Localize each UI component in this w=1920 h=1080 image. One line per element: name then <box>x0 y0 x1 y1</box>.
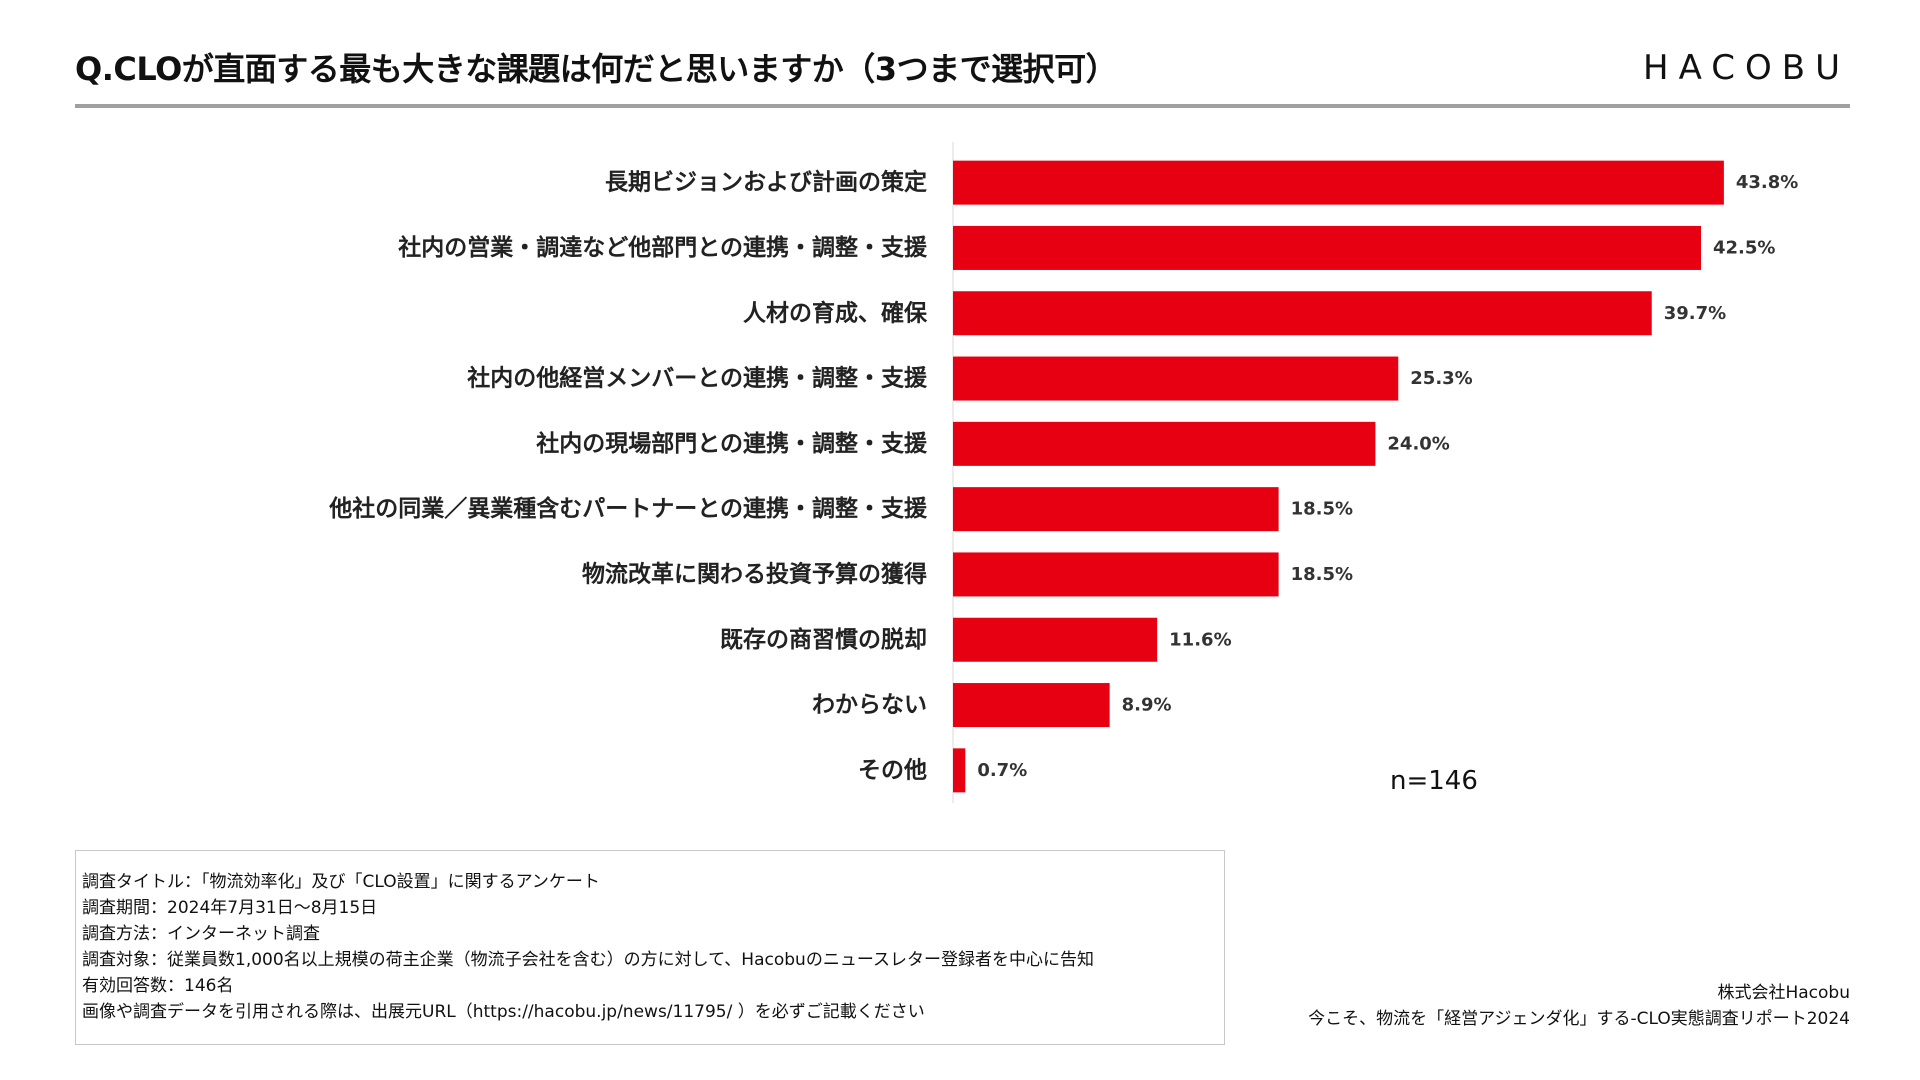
header-divider <box>75 104 1850 108</box>
data-label: 42.5% <box>1713 237 1775 258</box>
bar <box>953 421 1376 466</box>
bar <box>953 291 1652 336</box>
survey-period-line: 調査期間：2024年7月31日〜8月15日 <box>82 898 378 918</box>
survey-target-line: 調査対象：従業員数1,000名以上規模の荷主企業（物流子会社を含む）の方に対して… <box>82 950 1094 970</box>
data-label: 39.7% <box>1664 303 1726 324</box>
category-label: わからない <box>812 692 927 718</box>
bar-chart: 長期ビジョンおよび計画の策定 43.8% 社内の営業・調達など他部門との連携・調整・… <box>328 142 1798 803</box>
data-label: 18.5% <box>1291 564 1353 585</box>
data-label: 18.5% <box>1291 499 1353 520</box>
survey-method-line: 調査方法：インターネット調査 <box>82 924 320 944</box>
bar <box>953 552 1279 597</box>
survey-responses-line: 有効回答数：146名 <box>82 976 234 996</box>
category-label: その他 <box>858 757 927 783</box>
hacobu-logo: HACOBU <box>1643 48 1850 88</box>
credit-block: 株式会社Hacobu 今こそ、物流を「経営アジェンダ化」する-CLO実態調査リポ… <box>1308 980 1850 1032</box>
category-label: 長期ビジョンおよび計画の策定 <box>605 169 927 196</box>
page-title: Q.CLOが直面する最も大きな課題は何だと思いますか（3つまで選択可） <box>75 50 1118 88</box>
sample-size-note: n=146 <box>1390 766 1478 796</box>
credit-report: 今こそ、物流を「経営アジェンダ化」する-CLO実態調査リポート2024 <box>1308 1009 1850 1029</box>
bar <box>953 683 1110 728</box>
data-label: 0.7% <box>977 760 1027 781</box>
survey-citation-line: 画像や調査データを引用される際は、出展元URL（https://hacobu.j… <box>82 1002 925 1022</box>
bar <box>953 356 1399 401</box>
category-label: 他社の同業／異業種含むパートナーとの連携・調整・支援 <box>328 495 928 522</box>
data-label: 24.0% <box>1387 433 1449 454</box>
bar <box>953 160 1724 205</box>
category-label: 人材の育成、確保 <box>743 299 928 326</box>
category-label: 社内の他経営メンバーとの連携・調整・支援 <box>467 365 928 392</box>
data-label: 11.6% <box>1169 629 1231 650</box>
bar <box>953 225 1701 270</box>
credit-company: 株式会社Hacobu <box>1717 983 1850 1003</box>
survey-info-box: 調査タイトル：「物流効率化」及び「CLO設置」に関するアンケート 調査期間：20… <box>75 850 1225 1045</box>
category-label: 社内の現場部門との連携・調整・支援 <box>536 430 928 457</box>
category-label: 既存の商習慣の脱却 <box>720 626 927 653</box>
data-label: 25.3% <box>1410 368 1472 389</box>
data-label: 43.8% <box>1736 172 1798 193</box>
bar <box>953 617 1158 662</box>
bar <box>953 487 1279 532</box>
category-label: 社内の営業・調達など他部門との連携・調整・支援 <box>398 234 928 261</box>
data-label: 8.9% <box>1122 695 1172 716</box>
category-label: 物流改革に関わる投資予算の獲得 <box>582 560 927 587</box>
bar <box>953 748 966 793</box>
survey-title-line: 調査タイトル：「物流効率化」及び「CLO設置」に関するアンケート <box>82 872 600 892</box>
